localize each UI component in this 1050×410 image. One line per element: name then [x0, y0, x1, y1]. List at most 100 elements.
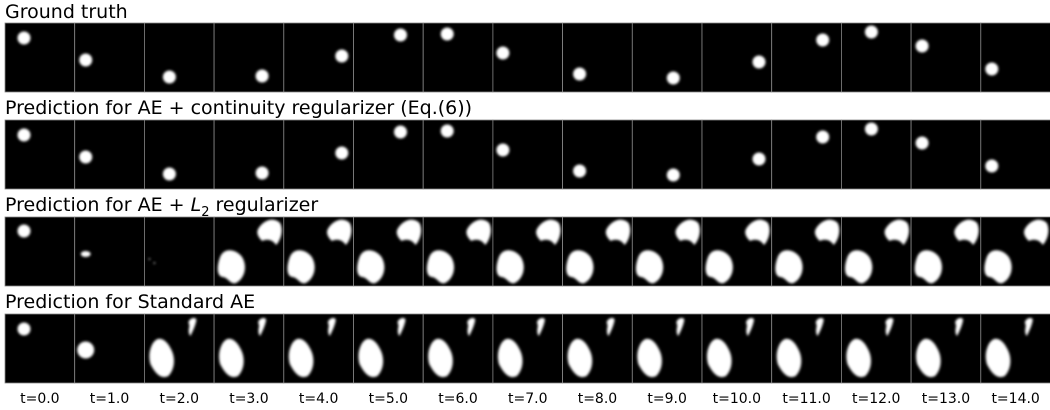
frame	[772, 120, 842, 189]
frame-content	[79, 54, 92, 67]
frame	[354, 23, 424, 92]
row-title: Prediction for Standard AE	[5, 291, 255, 313]
time-label: t=4.0	[299, 391, 338, 407]
ball	[163, 168, 176, 181]
frame-background	[563, 120, 633, 189]
frame	[284, 120, 354, 189]
frame	[841, 217, 911, 286]
frame	[772, 314, 842, 383]
ball	[394, 126, 407, 139]
ball	[667, 169, 680, 182]
frame	[632, 314, 702, 383]
frame	[702, 23, 772, 92]
frame	[981, 120, 1050, 189]
frame-content	[816, 34, 829, 47]
frame-content	[865, 123, 878, 136]
frame	[423, 120, 493, 189]
frame	[75, 314, 145, 383]
time-label: t=0.0	[20, 391, 59, 407]
frame	[5, 120, 75, 189]
ball	[985, 160, 998, 173]
blob	[81, 251, 91, 257]
frame-background	[5, 314, 75, 383]
frame-background	[5, 120, 75, 189]
ball	[163, 71, 176, 84]
frame-content	[256, 167, 269, 180]
frame	[144, 217, 214, 286]
frame	[841, 120, 911, 189]
ball	[865, 26, 878, 39]
frame-content	[394, 29, 407, 42]
frame	[214, 120, 284, 189]
ball	[79, 151, 92, 164]
frame	[911, 314, 981, 383]
time-label: t=8.0	[578, 391, 617, 407]
frame	[632, 120, 702, 189]
time-label: t=6.0	[438, 391, 477, 407]
frame	[563, 120, 633, 189]
title-text: Prediction for AE +	[5, 194, 191, 216]
row-title: Ground truth	[5, 1, 128, 23]
ball	[394, 29, 407, 42]
frame	[284, 314, 354, 383]
frame-background	[354, 120, 424, 189]
frame	[911, 217, 981, 286]
frame	[702, 120, 772, 189]
ball	[18, 32, 31, 45]
time-label: t=11.0	[782, 391, 830, 407]
frame-content	[573, 165, 586, 178]
frame	[423, 23, 493, 92]
frame	[144, 120, 214, 189]
frame-background	[144, 217, 214, 286]
ball	[985, 63, 998, 76]
frame-background	[981, 120, 1050, 189]
frame	[772, 217, 842, 286]
frame-content	[916, 137, 929, 150]
speck	[149, 258, 151, 260]
frame	[563, 23, 633, 92]
frame	[75, 23, 145, 92]
frame-background	[911, 23, 981, 92]
speck	[154, 262, 156, 264]
time-label: t=7.0	[508, 391, 547, 407]
figure: Ground truthPrediction for AE + continui…	[0, 0, 1050, 410]
frame-background	[632, 23, 702, 92]
frame	[5, 23, 75, 92]
frame-background	[772, 120, 842, 189]
ball	[256, 167, 269, 180]
frame-background	[144, 120, 214, 189]
ball	[77, 342, 94, 359]
frame	[354, 217, 424, 286]
frame	[214, 314, 284, 383]
frame	[144, 23, 214, 92]
ball	[256, 70, 269, 83]
frame-content	[496, 47, 509, 60]
frame	[632, 23, 702, 92]
ball	[916, 40, 929, 53]
frame	[284, 217, 354, 286]
frame-content	[394, 126, 407, 139]
frame-content	[753, 153, 766, 166]
frame	[144, 314, 214, 383]
ball	[335, 147, 348, 160]
frame	[354, 120, 424, 189]
frame	[702, 217, 772, 286]
ball	[496, 144, 509, 157]
frame-content	[573, 68, 586, 81]
frame	[493, 23, 563, 92]
frame	[563, 314, 633, 383]
frame-content	[256, 70, 269, 83]
frame	[632, 217, 702, 286]
frame-content	[79, 151, 92, 164]
ball	[18, 129, 31, 142]
ball	[573, 68, 586, 81]
frame-content	[667, 169, 680, 182]
frame	[75, 217, 145, 286]
frame-content	[985, 160, 998, 173]
frame-background	[911, 120, 981, 189]
frame-background	[632, 120, 702, 189]
frame	[841, 314, 911, 383]
time-label: t=12.0	[852, 391, 900, 407]
frame-content	[18, 225, 31, 238]
frame-content	[865, 26, 878, 39]
